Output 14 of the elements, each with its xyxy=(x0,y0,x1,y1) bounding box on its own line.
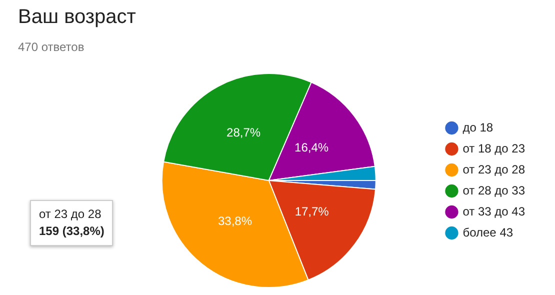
legend-label: от 28 до 33 xyxy=(462,183,526,198)
data-label: 28,7% xyxy=(226,126,261,140)
text: 159 (33,8%) xyxy=(39,223,104,240)
data-label: 16,4% xyxy=(294,140,329,155)
legend-label: от 18 до 23 xyxy=(462,141,526,156)
legend-label: от 33 до 43 xyxy=(462,204,526,218)
legend-label: от 23 до 28 xyxy=(462,162,526,176)
data-label: 33,8% xyxy=(218,214,252,228)
data-label: 17,7% xyxy=(294,204,330,219)
legend-label: до 18 xyxy=(462,120,494,134)
legend-label: более 43 xyxy=(462,225,514,240)
chart-title: Ваш возраст xyxy=(18,6,136,29)
text: 470 ответов xyxy=(18,40,84,54)
text: от 23 до 28 xyxy=(39,206,102,223)
